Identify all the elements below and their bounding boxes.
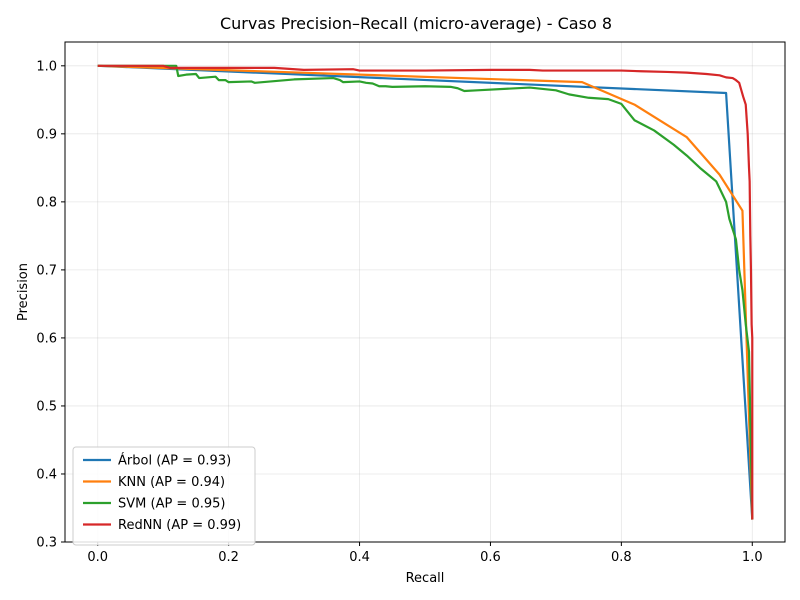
y-tick-label: 0.4 [36,467,57,482]
y-tick-label: 0.7 [36,263,57,278]
plot-frame [64,41,786,543]
x-tick-label: 1.0 [742,550,763,565]
legend-label-2: SVM (AP = 0.95) [118,497,225,512]
series-line-0 [97,64,754,520]
y-tick-label: 1.0 [36,59,57,74]
x-tick-label: 0.8 [611,550,632,565]
y-tick-label: 0.3 [36,536,57,551]
legend-box [72,446,256,546]
series-lines [97,64,754,520]
legend-label-1: KNN (AP = 0.94) [118,475,225,490]
y-tick-label: 0.5 [36,399,57,414]
x-tick-label: 0.2 [218,550,239,565]
x-axis-label: Recall [406,571,445,586]
y-tick-label: 0.9 [36,127,57,142]
series-line-1 [97,64,754,520]
y-axis-ticks: 0.3 0.4 0.5 0.6 0.7 0.8 0.9 1.0 [36,59,65,551]
chart-title: Curvas Precision–Recall (micro-average) … [220,14,612,33]
y-axis-label: Precision [16,263,31,321]
y-tick-label: 0.6 [36,331,57,346]
series-line-3 [97,64,754,520]
x-tick-label: 0.4 [349,550,370,565]
y-tick-label: 0.8 [36,195,57,210]
x-tick-label: 0.6 [480,550,501,565]
legend-label-3: RedNN (AP = 0.99) [118,518,241,533]
series-line-2 [97,64,754,520]
x-tick-label: 0.0 [87,550,108,565]
legend-label-0: Árbol (AP = 0.93) [118,453,231,469]
legend: Árbol (AP = 0.93) KNN (AP = 0.94) SVM (AP … [72,446,256,546]
